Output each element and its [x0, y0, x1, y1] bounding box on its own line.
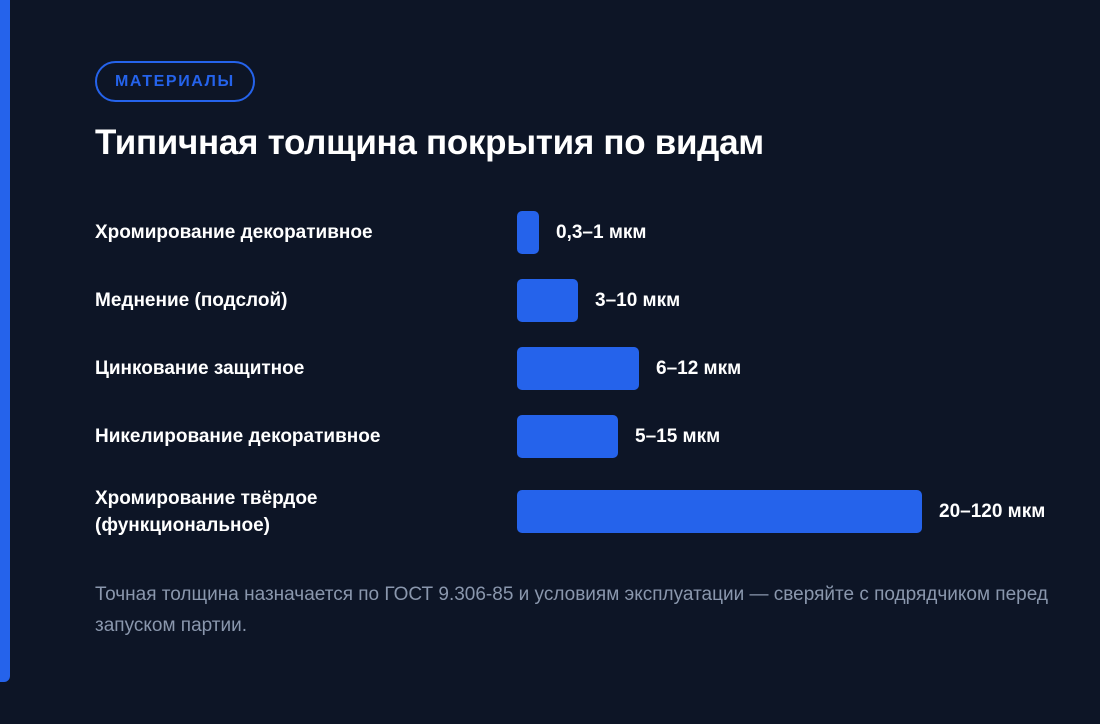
bar-value-label: 0,3–1 мкм: [556, 222, 647, 243]
bar-value-label: 6–12 мкм: [656, 358, 742, 379]
bar-row: Хромирование декоративное 0,3–1 мкм: [95, 211, 1075, 254]
bar: [517, 347, 639, 390]
bar: [517, 415, 618, 458]
bar-category-label: Цинкование защитное: [95, 358, 305, 379]
bar-category-label: Хромирование твёрдое (функциональное): [95, 488, 318, 536]
bar-row: Цинкование защитное 6–12 мкм: [95, 347, 1075, 390]
bar-row: Никелирование декоративное 5–15 мкм: [95, 415, 1075, 458]
bar-value-label: 20–120 мкм: [939, 501, 1046, 522]
footnote: Точная толщина назначается по ГОСТ 9.306…: [95, 584, 1048, 636]
chart-title: Типичная толщина покрытия по видам: [95, 123, 764, 162]
bar-category-label: Хромирование декоративное: [95, 222, 373, 243]
bar-value-label: 5–15 мкм: [635, 426, 721, 447]
bar-category-label: Меднение (подслой): [95, 290, 288, 311]
bar-chart: Хромирование декоративное 0,3–1 мкм Меднен…: [95, 211, 1075, 541]
bar: [517, 279, 578, 322]
bar-category-label: Никелирование декоративное: [95, 426, 381, 447]
bar: [517, 211, 539, 254]
bar-value-label: 3–10 мкм: [595, 290, 681, 311]
accent-stripe: [0, 0, 10, 682]
category-badge: МАТЕРИАЛЫ: [95, 61, 255, 102]
bar-row: Хромирование твёрдое (функциональное) 20–…: [95, 488, 1075, 536]
bar: [517, 490, 922, 533]
chart-card: МАТЕРИАЛЫ Типичная толщина покрытия по в…: [95, 61, 1075, 636]
bar-row: Меднение (подслой) 3–10 мкм: [95, 279, 1075, 322]
